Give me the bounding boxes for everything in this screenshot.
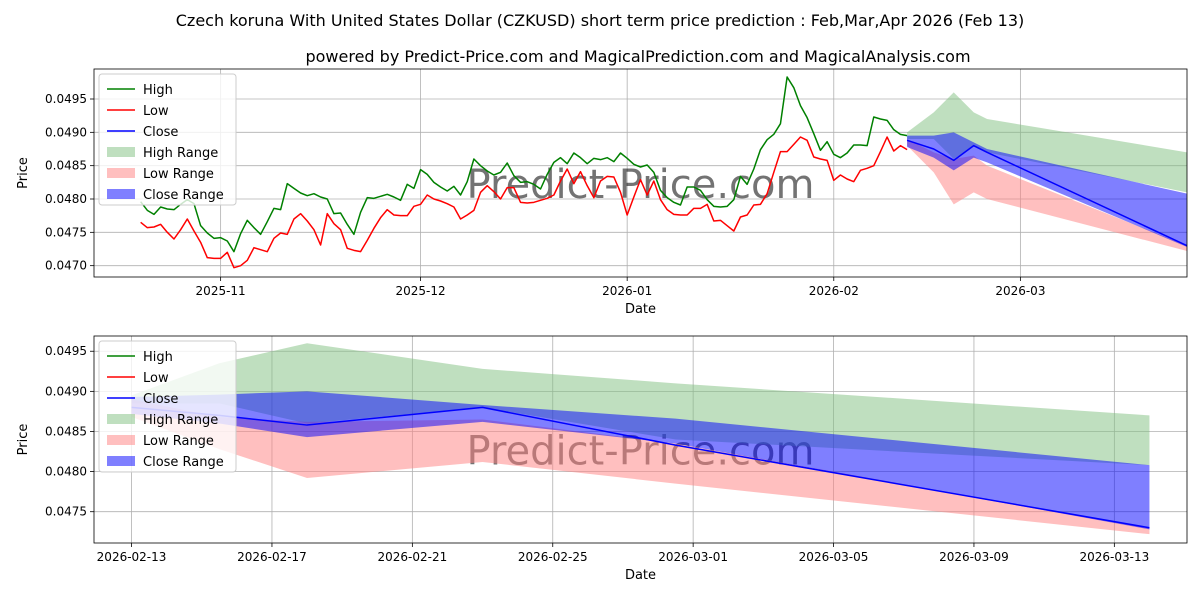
bottom-low-range-band (131, 399, 1150, 535)
top-legend-label-close-range: Close Range (143, 188, 224, 203)
bottom-x-axis-label: Date (625, 568, 656, 583)
bottom-legend: High Low Close High Range Low Range Close Ran… (98, 340, 237, 473)
top-high-range-band (907, 92, 1187, 193)
bottom-legend-label-close: Close (143, 392, 178, 407)
top-y-tick-label: 0.0480 (45, 192, 87, 206)
top-legend-label-low-range: Low Range (143, 167, 214, 182)
bottom-legend-label-low: Low (143, 371, 169, 386)
top-legend-label-high-range: High Range (143, 146, 218, 161)
bottom-legend-swatch-low-range (107, 435, 135, 445)
top-y-tick-label: 0.0495 (45, 92, 87, 106)
bottom-axes-frame (93, 335, 1188, 544)
top-plot-area (140, 76, 1187, 269)
top-low-line (140, 136, 908, 269)
bottom-x-tick-label: 2026-03-13 (1079, 550, 1149, 564)
chart-subtitle: powered by Predict-Price.com and Magical… (305, 47, 970, 66)
top-high-line (140, 76, 908, 253)
top-y-tick-label: 0.0470 (45, 259, 87, 273)
bottom-y-tick-label: 0.0480 (45, 465, 87, 479)
top-x-tick-label: 2026-02 (809, 284, 859, 298)
top-y-axis: 0.0470 0.0475 0.0480 0.0485 0.0490 0.0495 (45, 92, 94, 273)
chart-title: Czech koruna With United States Dollar (… (176, 11, 1024, 30)
bottom-x-tick-label: 2026-02-13 (97, 550, 167, 564)
bottom-y-axis: 0.0475 0.0480 0.0485 0.0490 0.0495 (45, 344, 94, 519)
bottom-y-tick-label: 0.0485 (45, 424, 87, 438)
bottom-high-range-band (131, 343, 1150, 466)
bottom-plot-area (131, 343, 1150, 535)
top-legend-label-close: Close (143, 125, 178, 140)
bottom-legend-label-high-range: High Range (143, 413, 218, 428)
bottom-x-axis: 2026-02-13 2026-02-17 2026-02-21 2026-02-25… (97, 543, 1149, 564)
bottom-x-tick-label: 2026-02-21 (377, 550, 447, 564)
top-y-tick-label: 0.0475 (45, 225, 87, 239)
bottom-y-tick-label: 0.0495 (45, 344, 87, 358)
top-legend: High Low Close High Range Low Range Close Ran… (98, 73, 237, 206)
bottom-legend-label-low-range: Low Range (143, 434, 214, 449)
top-legend-label-high: High (143, 83, 173, 98)
bottom-x-tick-label: 2026-03-01 (658, 550, 728, 564)
top-x-axis-label: Date (625, 302, 656, 317)
bottom-chart-panel: Predict-Price.com2026-02-132026-02-17202… (16, 335, 1188, 583)
top-axes-frame (93, 68, 1188, 278)
top-legend-swatch-close-range (107, 189, 135, 199)
top-x-axis: 2025-11 2025-12 2026-01 2026-02 2026-03 (196, 277, 1045, 298)
top-close-line (906, 139, 1187, 247)
bottom-legend-swatch-high-range (107, 414, 135, 424)
top-y-tick-label: 0.0490 (45, 125, 87, 139)
top-legend-label-low: Low (143, 104, 169, 119)
bottom-y-tick-label: 0.0475 (45, 505, 87, 519)
bottom-x-tick-label: 2026-02-25 (518, 550, 588, 564)
top-close-range-band (907, 132, 1187, 247)
bottom-x-tick-label: 2026-03-05 (799, 550, 869, 564)
bottom-x-tick-label: 2026-02-17 (237, 550, 307, 564)
bottom-legend-label-high: High (143, 350, 173, 365)
top-legend-swatch-high-range (107, 147, 135, 157)
top-y-tick-label: 0.0485 (45, 159, 87, 173)
bottom-close-range-band (131, 391, 1150, 530)
top-x-tick-label: 2026-03 (995, 284, 1045, 298)
top-legend-swatch-low-range (107, 168, 135, 178)
top-y-axis-label: Price (16, 157, 31, 189)
bottom-y-tick-label: 0.0490 (45, 384, 87, 398)
top-x-tick-label: 2025-12 (395, 284, 445, 298)
top-x-tick-label: 2025-11 (196, 284, 246, 298)
top-x-tick-label: 2026-01 (602, 284, 652, 298)
bottom-legend-swatch-close-range (107, 456, 135, 466)
top-low-range-band (907, 139, 1187, 251)
bottom-y-axis-label: Price (16, 424, 31, 456)
bottom-legend-label-close-range: Close Range (143, 455, 224, 470)
bottom-x-tick-label: 2026-03-09 (939, 550, 1009, 564)
top-watermark: Predict-Price.com (467, 162, 815, 208)
